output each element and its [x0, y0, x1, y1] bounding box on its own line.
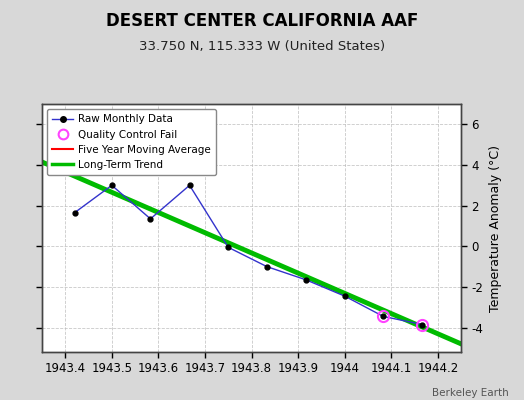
Text: 33.750 N, 115.333 W (United States): 33.750 N, 115.333 W (United States)	[139, 40, 385, 53]
Legend: Raw Monthly Data, Quality Control Fail, Five Year Moving Average, Long-Term Tren: Raw Monthly Data, Quality Control Fail, …	[47, 109, 216, 175]
Y-axis label: Temperature Anomaly (°C): Temperature Anomaly (°C)	[489, 144, 502, 312]
Text: DESERT CENTER CALIFORNIA AAF: DESERT CENTER CALIFORNIA AAF	[106, 12, 418, 30]
Text: Berkeley Earth: Berkeley Earth	[432, 388, 508, 398]
